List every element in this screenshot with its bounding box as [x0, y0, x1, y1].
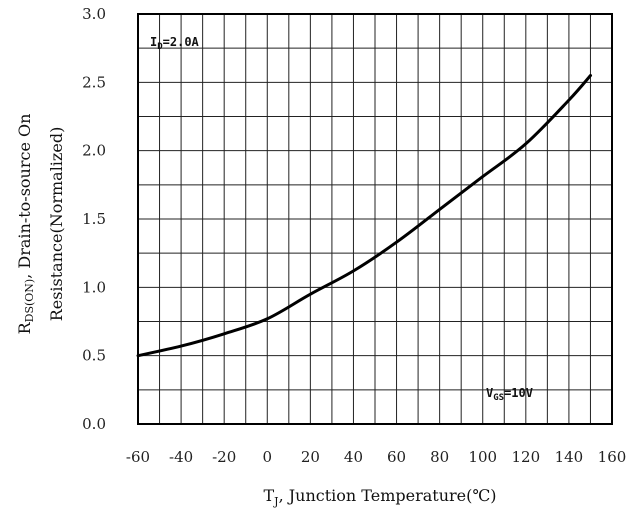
y-tick-label: 2.5 — [82, 73, 106, 91]
y-tick-label: 0.5 — [82, 347, 106, 365]
x-tick-label: -40 — [169, 448, 193, 466]
y-tick-label: 0.0 — [82, 415, 106, 433]
grid-lines — [137, 13, 613, 425]
current-annotation: ID=2.0A — [150, 35, 200, 52]
y-tick-label: 2.0 — [82, 142, 106, 160]
x-tick-label: -60 — [126, 448, 150, 466]
x-tick-label: -20 — [212, 448, 236, 466]
x-tick-label: 60 — [387, 448, 406, 466]
plot-frame — [137, 13, 613, 425]
x-tick-label: 120 — [511, 448, 540, 466]
y-axis-title-line2: Resistance(Normalized) — [47, 127, 66, 322]
x-tick-label: 0 — [262, 448, 272, 466]
y-axis-title: RDS(ON), Drain-to-source On Resistance(N… — [15, 114, 66, 335]
x-axis-title: TJ, Junction Temperature(℃) — [263, 486, 496, 508]
x-tick-label: 100 — [468, 448, 497, 466]
voltage-annotation: VGS=10V — [486, 386, 533, 403]
x-tick-label: 80 — [430, 448, 449, 466]
y-axis-title-line1: RDS(ON), Drain-to-source On — [15, 114, 36, 335]
y-tick-label: 1.5 — [82, 210, 106, 228]
x-tick-label: 40 — [344, 448, 363, 466]
x-tick-labels: -60 -40 -20 0 20 40 60 80 100 120 140 160 — [126, 448, 626, 466]
x-tick-label: 160 — [598, 448, 627, 466]
series-line — [136, 74, 592, 358]
x-tick-label: 140 — [555, 448, 584, 466]
y-tick-labels: 0.0 0.5 1.0 1.5 2.0 2.5 3.0 — [82, 5, 106, 433]
y-tick-label: 3.0 — [82, 5, 106, 23]
y-tick-label: 1.0 — [82, 278, 106, 296]
x-tick-label: 20 — [301, 448, 320, 466]
